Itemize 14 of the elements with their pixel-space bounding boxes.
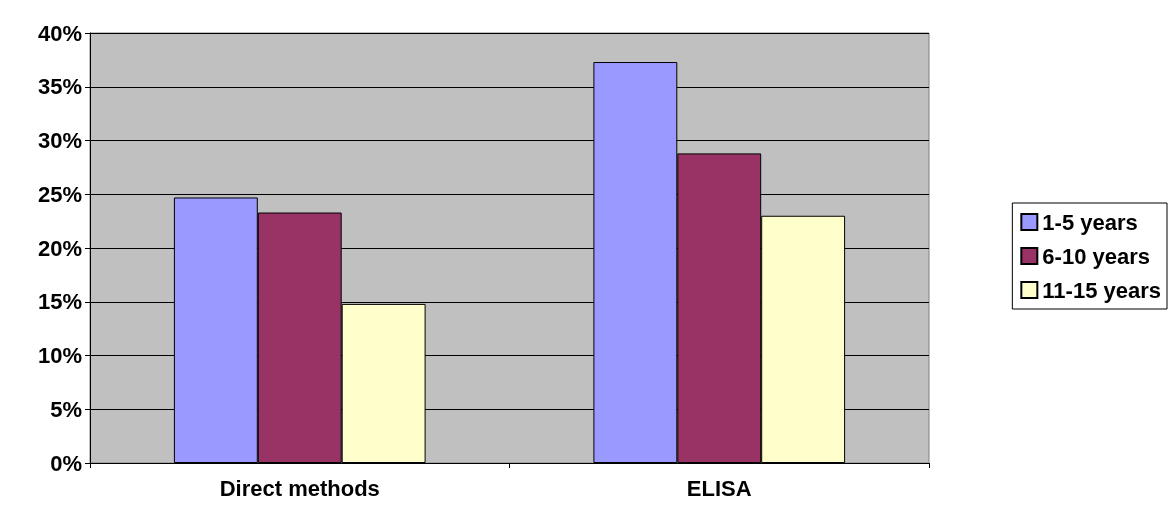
legend-label: 6-10 years bbox=[1042, 243, 1150, 269]
y-tick-label: 40% bbox=[37, 20, 82, 46]
y-tick-label: 20% bbox=[37, 235, 82, 261]
y-tick-label: 30% bbox=[37, 128, 82, 153]
y-tick-label: 15% bbox=[37, 289, 82, 315]
y-tick-label: 35% bbox=[37, 74, 82, 100]
y-tick-label: 5% bbox=[50, 396, 82, 422]
y-tick-label: 10% bbox=[37, 343, 82, 368]
x-tick-label: Direct methods bbox=[219, 475, 380, 501]
y-tick-label: 0% bbox=[50, 450, 82, 476]
x-tick-label: ELISA bbox=[686, 475, 752, 501]
y-tick-label: 25% bbox=[37, 181, 82, 207]
legend-label: 1-5 years bbox=[1042, 209, 1138, 235]
legend-label: 11-15 years bbox=[1042, 277, 1161, 303]
